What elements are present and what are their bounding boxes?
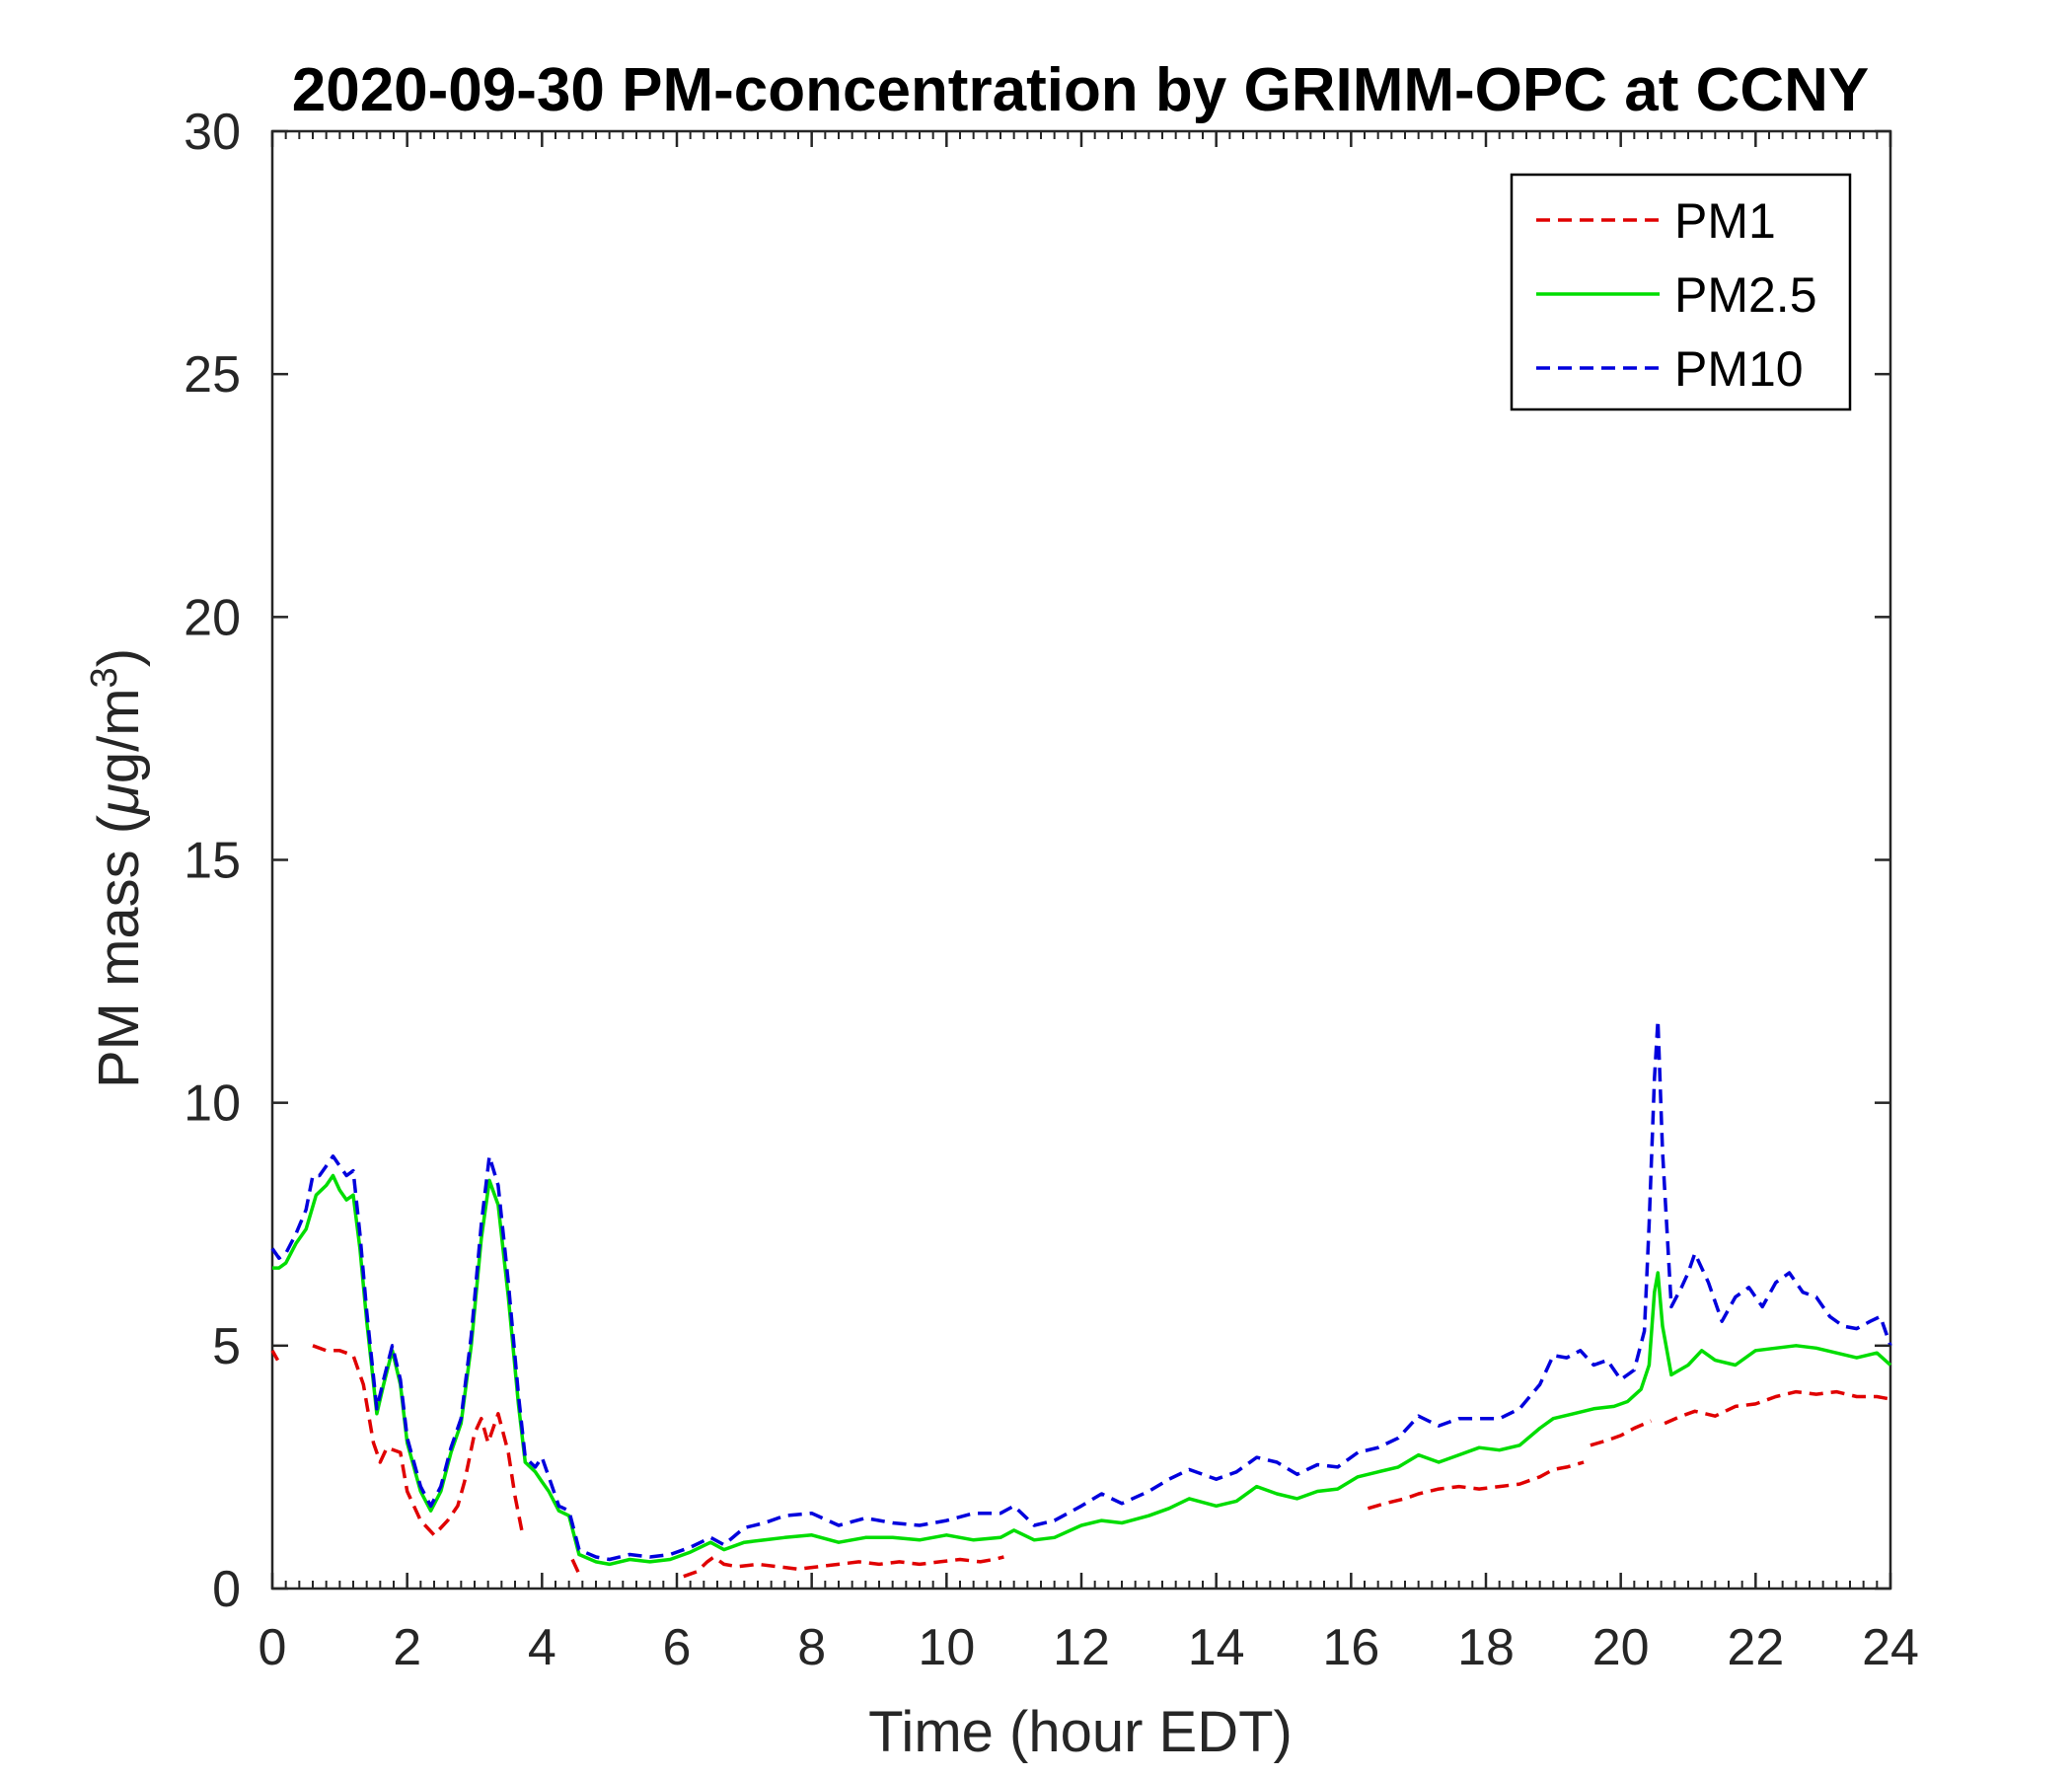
y-axis-label-main: PM mass ( — [87, 815, 151, 1088]
x-tick-label: 8 — [797, 1619, 826, 1676]
y-axis-label: PM mass (μg/m3) — [84, 648, 151, 1088]
x-tick-label: 22 — [1727, 1619, 1784, 1676]
x-tick-label: 4 — [528, 1619, 556, 1676]
y-tick-label: 25 — [184, 346, 241, 404]
series-line-pm1 — [312, 1344, 524, 1537]
x-tick-label: 14 — [1188, 1619, 1245, 1676]
legend-label-pm1: PM1 — [1674, 193, 1776, 249]
y-tick-label: 20 — [184, 589, 241, 646]
y-tick-label: 15 — [184, 833, 241, 890]
y-axis-label-exponent: 3 — [84, 667, 125, 688]
legend-box — [1510, 173, 1852, 411]
series-line-pm1 — [1664, 1389, 1891, 1426]
x-axis-label: Time (hour EDT) — [868, 1700, 1293, 1764]
legend-label-pm2-5: PM2.5 — [1674, 267, 1817, 323]
series-pm10 — [270, 1018, 1892, 1562]
x-tick-label: 20 — [1592, 1619, 1650, 1676]
legend-label-pm10: PM10 — [1674, 341, 1804, 397]
series-line-pm1 — [1590, 1419, 1653, 1447]
x-tick-label: 6 — [663, 1619, 692, 1676]
y-tick-label: 10 — [184, 1075, 241, 1133]
x-tick-label: 18 — [1457, 1619, 1515, 1676]
y-axis-label-close: ) — [87, 648, 151, 667]
series-line-pm1 — [270, 1349, 280, 1362]
x-tick-label: 0 — [259, 1619, 287, 1676]
chart-title: 2020-09-30 PM-concentration by GRIMM-OPC… — [292, 56, 1870, 124]
y-tick-label: 0 — [212, 1561, 241, 1618]
x-tick-label: 2 — [393, 1619, 421, 1676]
x-tick-label: 12 — [1053, 1619, 1110, 1676]
series-line-pm1 — [570, 1558, 581, 1575]
series-layer — [270, 1018, 1892, 1579]
legend: PM1 PM2.5 PM10 — [1510, 173, 1852, 411]
series-pm1 — [270, 1344, 1891, 1579]
y-tick-label: 30 — [184, 104, 241, 161]
y-tick-label: 5 — [212, 1318, 241, 1375]
y-axis-label-unit: g/m — [87, 688, 151, 783]
x-tick-label: 24 — [1862, 1619, 1919, 1676]
x-tick-label: 10 — [918, 1619, 975, 1676]
series-line-pm1 — [683, 1555, 1004, 1579]
series-line-pm1 — [1367, 1460, 1585, 1511]
y-axis-label-mu: μ — [87, 783, 151, 817]
x-tick-label: 16 — [1322, 1619, 1379, 1676]
series-line-pm10 — [270, 1018, 1892, 1562]
